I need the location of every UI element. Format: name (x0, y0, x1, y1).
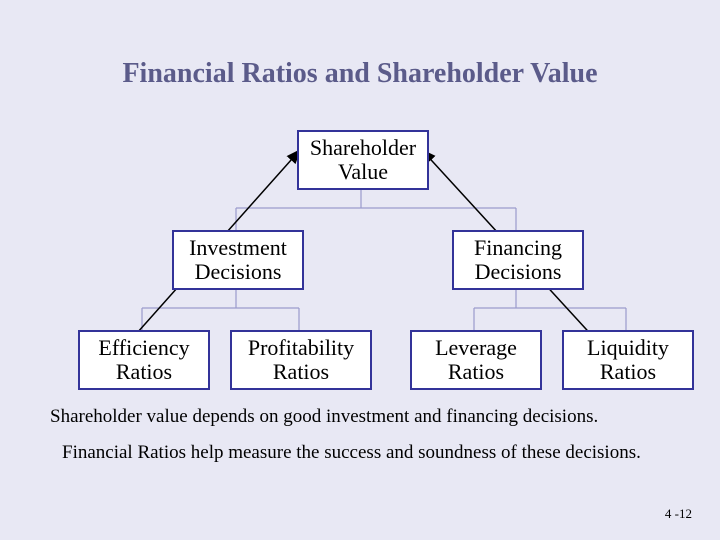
node-bot-1: EfficiencyRatios (78, 330, 210, 390)
node-label: Ratios (80, 360, 208, 384)
node-label: Liquidity (564, 336, 692, 360)
node-label: Ratios (232, 360, 370, 384)
node-label: Ratios (564, 360, 692, 384)
node-label: Efficiency (80, 336, 208, 360)
page-title: Financial Ratios and Shareholder Value (0, 58, 720, 90)
node-label: Profitability (232, 336, 370, 360)
node-label: Leverage (412, 336, 540, 360)
page-number: 4 -12 (665, 506, 692, 522)
node-label: Investment (174, 236, 302, 260)
node-label: Decisions (454, 260, 582, 284)
node-top: ShareholderValue (297, 130, 429, 190)
node-mid-r: FinancingDecisions (452, 230, 584, 290)
caption-1: Shareholder value depends on good invest… (50, 406, 598, 428)
node-label: Decisions (174, 260, 302, 284)
node-label: Value (299, 160, 427, 184)
node-label: Financing (454, 236, 582, 260)
node-label: Shareholder (299, 136, 427, 160)
node-label: Ratios (412, 360, 540, 384)
node-bot-4: LiquidityRatios (562, 330, 694, 390)
caption-2: Financial Ratios help measure the succes… (62, 442, 641, 464)
node-bot-2: ProfitabilityRatios (230, 330, 372, 390)
node-mid-l: InvestmentDecisions (172, 230, 304, 290)
node-bot-3: LeverageRatios (410, 330, 542, 390)
